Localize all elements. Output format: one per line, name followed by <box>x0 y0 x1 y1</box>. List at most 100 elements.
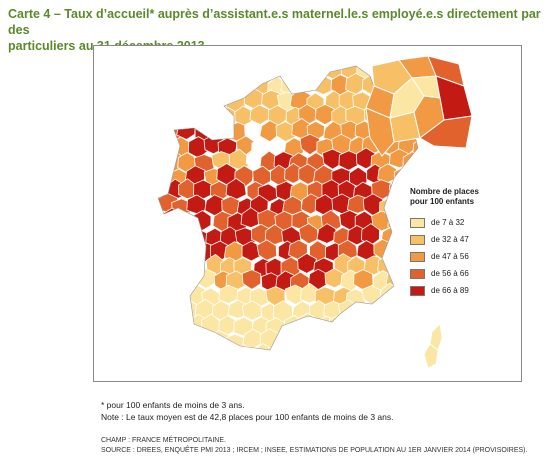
department-area <box>201 347 222 350</box>
department-area <box>165 93 186 115</box>
department-area <box>139 107 157 128</box>
department-area <box>178 240 199 261</box>
department-area <box>237 346 258 350</box>
department-area <box>158 287 159 309</box>
department-area <box>158 345 174 350</box>
department-area <box>329 346 350 350</box>
department-area <box>158 212 169 233</box>
footnote: * pour 100 enfants de moins de 3 ans. <box>101 400 245 410</box>
department-area <box>289 329 310 350</box>
department-area <box>158 237 167 260</box>
department-area <box>365 107 395 157</box>
department-area <box>158 93 166 115</box>
department-area <box>251 66 270 68</box>
department-area <box>429 323 443 351</box>
department-area <box>412 164 418 186</box>
source-text: SOURCE : DREES, ENQUÊTE PMI 2013 ; IRCEM… <box>101 446 528 454</box>
legend-item: de 66 à 89 <box>410 282 510 299</box>
department-area <box>384 331 404 350</box>
department-area <box>301 344 320 350</box>
department-area <box>377 346 399 350</box>
department-area <box>416 151 418 174</box>
department-area <box>218 74 240 96</box>
corsica-inset <box>423 323 443 369</box>
department-area <box>365 315 385 335</box>
department-area <box>203 106 224 129</box>
department-area <box>420 303 440 322</box>
department-area <box>237 66 258 68</box>
department-area <box>201 66 223 67</box>
legend-swatch <box>410 285 425 296</box>
department-area <box>338 150 359 171</box>
department-area <box>348 344 369 350</box>
department-area <box>196 66 217 81</box>
department-area <box>244 66 265 81</box>
department-area <box>158 329 166 349</box>
legend-swatch <box>410 268 425 279</box>
ile-de-france-inset <box>365 55 473 157</box>
map-sources: CHAMP : FRANCE MÉTROPOLITAINE. SOURCE : … <box>101 436 527 455</box>
department-area <box>298 163 319 185</box>
legend-swatch <box>410 251 425 262</box>
department-area <box>158 123 170 144</box>
department-area <box>298 223 319 245</box>
department-area <box>283 46 301 65</box>
department-area <box>218 284 239 304</box>
department-area <box>172 106 192 128</box>
department-area <box>158 167 173 187</box>
department-area <box>216 345 238 350</box>
department-area <box>158 286 176 308</box>
department-area <box>162 300 182 322</box>
department-area <box>158 228 159 250</box>
department-area <box>180 92 200 112</box>
department-area <box>158 75 162 95</box>
department-area <box>423 343 439 369</box>
department-area <box>241 269 262 290</box>
department-area <box>180 66 200 81</box>
department-area <box>316 66 337 68</box>
legend-title-line1: Nombre de places <box>410 187 479 196</box>
department-area <box>158 66 176 69</box>
department-area <box>373 298 394 319</box>
department-area <box>184 257 206 278</box>
department-area <box>396 314 416 336</box>
department-area <box>348 313 370 335</box>
department-area <box>139 167 158 187</box>
department-area <box>276 330 297 350</box>
department-area <box>195 90 216 113</box>
department-area <box>419 115 473 149</box>
legend-label: de 66 à 89 <box>431 286 469 295</box>
legend-title: Nombre de places pour 100 enfants <box>410 187 510 207</box>
department-area <box>138 136 157 156</box>
department-area <box>301 46 319 63</box>
champ-text: CHAMP : FRANCE MÉTROPOLITAINE. <box>101 437 226 444</box>
legend-swatch <box>410 217 425 228</box>
department-area <box>163 66 183 80</box>
department-area <box>368 332 390 350</box>
department-area <box>386 300 405 321</box>
department-area <box>356 330 376 350</box>
department-area <box>158 66 170 85</box>
legend-item: de 7 à 32 <box>410 214 510 231</box>
department-area <box>405 332 418 350</box>
department-area <box>220 46 239 64</box>
department-area <box>346 66 367 69</box>
legend-item: de 32 à 47 <box>410 231 510 248</box>
department-area <box>158 347 160 350</box>
department-area <box>158 313 160 337</box>
department-area <box>188 228 209 250</box>
department-area <box>158 104 175 127</box>
department-area <box>328 315 350 336</box>
department-area <box>213 121 233 141</box>
legend-label: de 56 à 66 <box>431 269 469 278</box>
department-area <box>184 75 206 96</box>
department-area <box>170 287 191 308</box>
department-area <box>241 300 262 321</box>
department-area <box>212 66 233 82</box>
department-area <box>245 147 265 169</box>
department-area <box>163 241 185 264</box>
department-area <box>165 271 185 292</box>
department-area <box>267 66 287 67</box>
legend-swatch <box>410 234 425 245</box>
map-title-line1: Carte 4 – Taux d’accueil* auprès d’assis… <box>8 7 541 37</box>
